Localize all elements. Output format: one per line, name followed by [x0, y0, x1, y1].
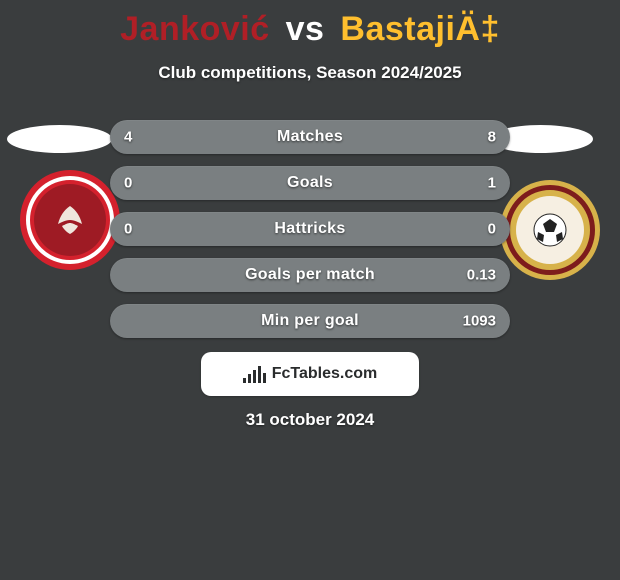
stat-value-left: 0 — [124, 175, 132, 192]
stat-value-right: 1093 — [463, 313, 496, 330]
stat-label: Goals — [287, 174, 333, 192]
title-vs: vs — [286, 10, 325, 48]
stat-row: Goals 0 1 — [110, 166, 510, 200]
eagle-icon — [50, 200, 90, 240]
stat-label: Goals per match — [245, 266, 375, 284]
stat-value-right: 0.13 — [467, 267, 496, 284]
subtitle: Club competitions, Season 2024/2025 — [0, 63, 620, 83]
stat-rows: Matches 4 8 Goals 0 1 Hattricks 0 0 Goals per mat… — [110, 120, 510, 350]
stat-row: Matches 4 8 — [110, 120, 510, 154]
disc-left — [7, 125, 112, 153]
soccer-ball-icon — [530, 210, 570, 250]
brand-text: FcTables.com — [272, 365, 378, 383]
stat-row: Min per goal 1093 — [110, 304, 510, 338]
brand-box: FcTables.com — [201, 352, 419, 396]
stat-value-right: 0 — [488, 221, 496, 238]
stat-value-left: 4 — [124, 129, 132, 146]
crest-left — [20, 170, 120, 270]
stat-value-left: 0 — [124, 221, 132, 238]
stat-row: Goals per match 0.13 — [110, 258, 510, 292]
bars-icon — [243, 365, 266, 383]
stat-label: Hattricks — [274, 220, 345, 238]
title-player-left: Janković — [120, 10, 270, 48]
stat-value-right: 8 — [488, 129, 496, 146]
crest-right-inner — [516, 196, 584, 264]
page-title: Janković vs BastajiÄ‡ — [0, 0, 620, 49]
stat-label: Min per goal — [261, 312, 359, 330]
footer-date: 31 october 2024 — [0, 410, 620, 430]
crest-left-inner — [34, 184, 106, 256]
stat-label: Matches — [277, 128, 343, 146]
stat-value-right: 1 — [488, 175, 496, 192]
stat-row: Hattricks 0 0 — [110, 212, 510, 246]
crest-right — [500, 180, 600, 280]
title-player-right: BastajiÄ‡ — [340, 10, 499, 48]
